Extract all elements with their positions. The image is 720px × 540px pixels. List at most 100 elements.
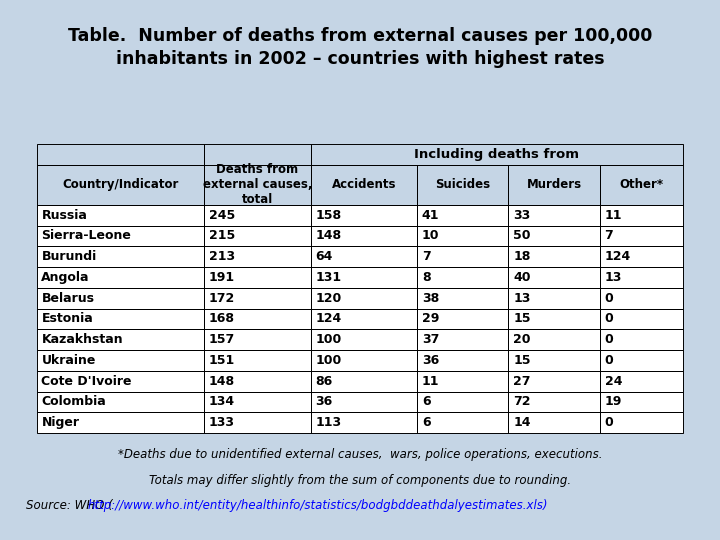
Bar [417,392,508,412]
Bar [600,226,683,246]
Bar [417,288,508,308]
Bar [204,144,310,165]
Bar [310,267,417,288]
Text: Belarus: Belarus [42,292,94,305]
Bar [508,412,600,433]
Bar [508,412,600,433]
Text: 158: 158 [315,208,341,222]
Text: 18: 18 [513,250,531,263]
Bar [508,350,600,371]
Bar [204,288,310,308]
Bar [37,329,204,350]
Text: 148: 148 [209,375,235,388]
Bar [508,329,600,350]
Text: Cote D'Ivoire: Cote D'Ivoire [42,375,132,388]
Text: 15: 15 [513,354,531,367]
Bar [310,205,417,226]
Bar [310,165,417,205]
Bar [37,165,204,205]
Text: 19: 19 [605,395,622,408]
Bar [37,205,204,226]
Text: 7: 7 [605,230,613,242]
Text: 86: 86 [315,375,333,388]
Bar [310,350,417,371]
Bar [600,371,683,392]
Bar [310,267,417,288]
Bar [310,329,417,350]
Text: Colombia: Colombia [42,395,106,408]
Text: 50: 50 [513,230,531,242]
Bar [310,226,417,246]
Bar [417,350,508,371]
Bar [508,288,600,308]
Bar [204,246,310,267]
Bar [204,226,310,246]
Text: 27: 27 [513,375,531,388]
Bar [600,267,683,288]
Bar [417,371,508,392]
Bar [508,226,600,246]
Text: 124: 124 [315,313,341,326]
Text: 133: 133 [209,416,235,429]
Bar [310,226,417,246]
Bar [417,288,508,308]
Text: 13: 13 [513,292,531,305]
Bar [310,144,683,165]
Bar [310,308,417,329]
Bar [600,350,683,371]
Text: 8: 8 [422,271,431,284]
Text: 113: 113 [315,416,341,429]
Text: 134: 134 [209,395,235,408]
Text: 131: 131 [315,271,341,284]
Bar [37,144,204,165]
Bar [417,329,508,350]
Bar [600,412,683,433]
Bar [417,412,508,433]
Text: 41: 41 [422,208,439,222]
Text: 40: 40 [513,271,531,284]
Bar [417,205,508,226]
Bar [600,371,683,392]
Bar [600,350,683,371]
Bar [508,205,600,226]
Text: 157: 157 [209,333,235,346]
Text: Other*: Other* [619,178,664,191]
Bar [37,226,204,246]
Bar [600,226,683,246]
Text: 38: 38 [422,292,439,305]
Bar [37,226,204,246]
Bar [37,412,204,433]
Text: 213: 213 [209,250,235,263]
Text: 33: 33 [513,208,531,222]
Bar [37,350,204,371]
Bar [417,267,508,288]
Bar [310,371,417,392]
Bar [204,308,310,329]
Text: Burundi: Burundi [42,250,96,263]
Text: Country/Indicator: Country/Indicator [62,178,179,191]
Bar [37,144,204,165]
Bar [310,288,417,308]
Text: 0: 0 [605,292,613,305]
Bar [417,165,508,205]
Bar [310,412,417,433]
Bar [204,165,310,205]
Text: 0: 0 [605,416,613,429]
Bar [204,371,310,392]
Text: 148: 148 [315,230,341,242]
Bar [204,205,310,226]
Text: Including deaths from: Including deaths from [415,148,580,161]
Bar [508,246,600,267]
Text: Source: WHO (: Source: WHO ( [27,500,113,512]
Bar [310,329,417,350]
Text: 14: 14 [513,416,531,429]
Bar [417,226,508,246]
Text: 215: 215 [209,230,235,242]
Bar [204,392,310,412]
Text: 6: 6 [422,395,431,408]
Bar [417,329,508,350]
Bar [600,165,683,205]
Bar [310,392,417,412]
Bar [600,392,683,412]
Bar [204,246,310,267]
